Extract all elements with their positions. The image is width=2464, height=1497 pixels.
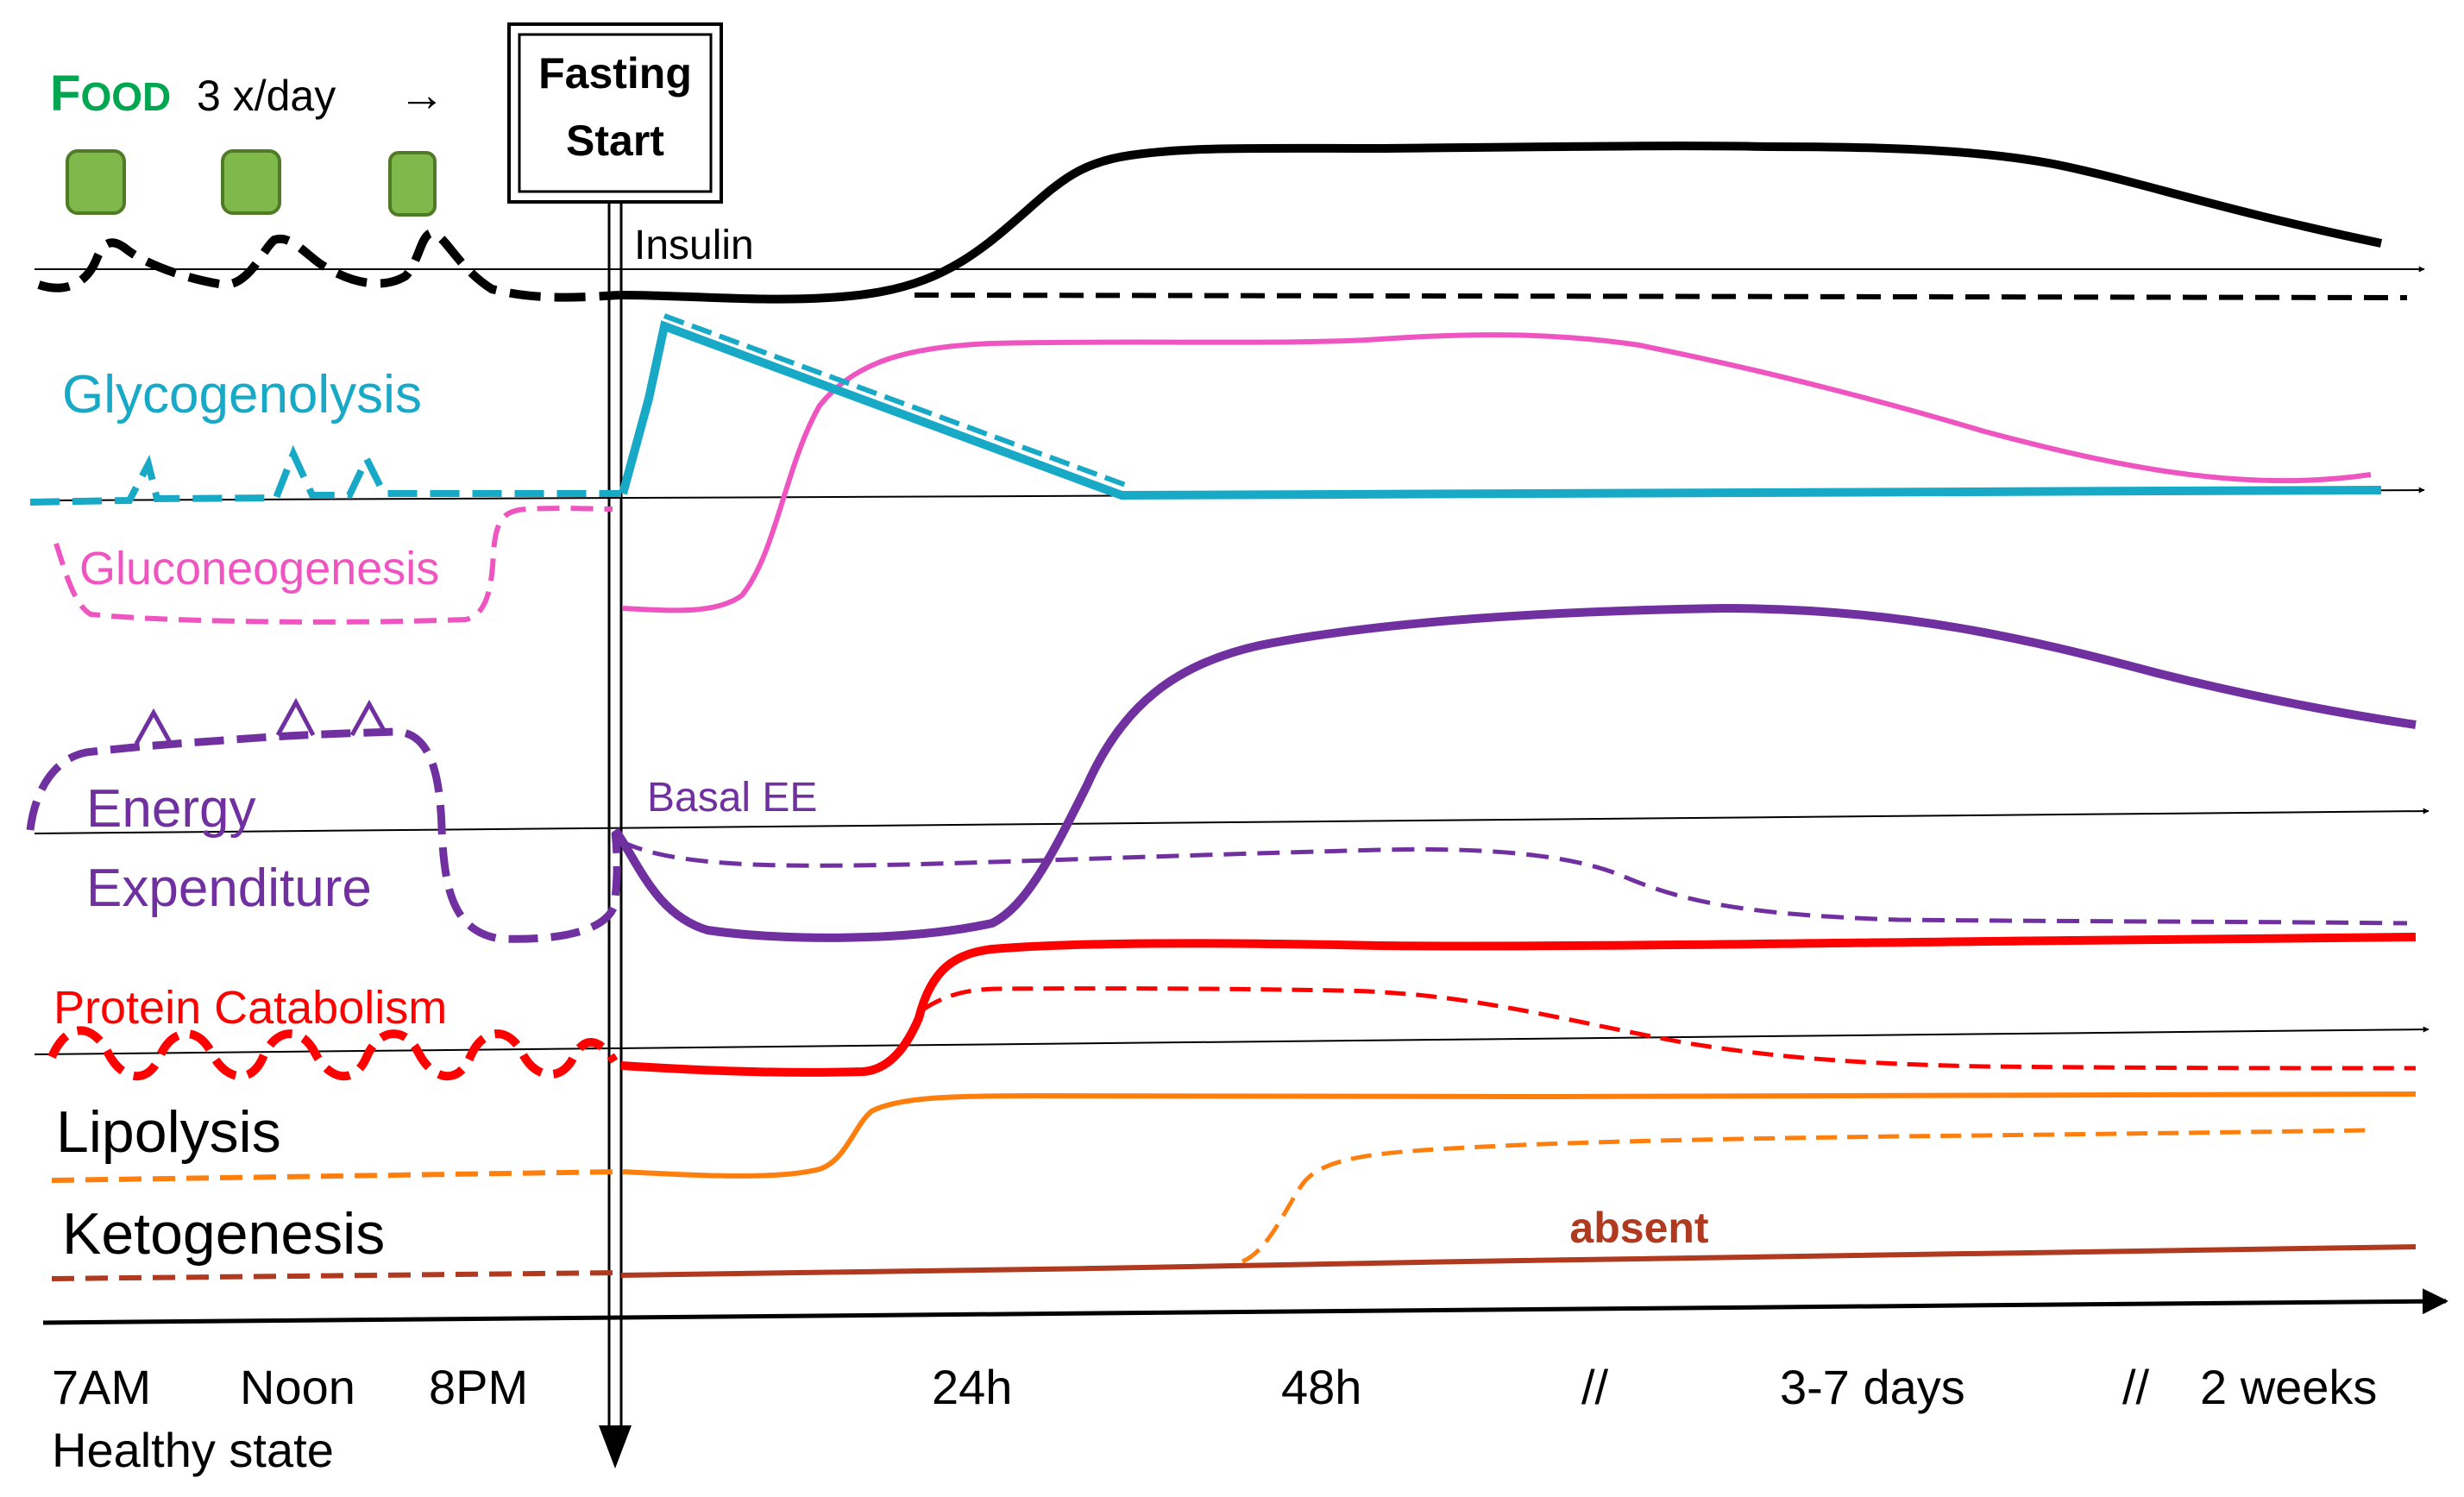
tick-24h: 24h <box>932 1360 1012 1414</box>
basal-ee-label: Basal EE <box>647 775 817 821</box>
insulin-fasting-dashed <box>914 292 2408 300</box>
food-label: FOOD <box>50 66 171 122</box>
ketogenesis-fasting-solid <box>620 1244 2417 1278</box>
energy-label-line2: Expenditure <box>86 859 372 918</box>
energy-basal-dashed <box>619 839 2408 926</box>
food-header: FOOD 3 x/day → <box>50 66 445 217</box>
protein-catabolism-label: Protein Catabolism <box>53 982 447 1034</box>
protein-fasting-solid <box>620 933 2417 1077</box>
fasting-start-marker: Fasting Start <box>507 22 723 1469</box>
protein-fasting-dashed <box>921 986 2417 1071</box>
meal-lunch-icon <box>221 149 281 215</box>
tick-8pm: 8PM <box>429 1360 528 1414</box>
lipolysis-fasting-solid <box>622 1091 2417 1179</box>
insulin-fed-dashed <box>37 228 620 302</box>
insulin-series <box>37 142 2408 304</box>
meal-breakfast-icon <box>66 149 126 215</box>
healthy-state-label: Healthy state <box>52 1423 334 1477</box>
ketogenesis-series <box>51 1244 2417 1281</box>
meal-dinner-icon <box>388 151 437 217</box>
fasting-start-box-outer <box>507 22 723 204</box>
gluconeogenesis-fed-dashed <box>53 506 613 625</box>
gluconeogenesis-series <box>53 332 2372 625</box>
fasting-start-box-inner <box>518 33 713 193</box>
glycogenolysis-label: Glycogenolysis <box>62 365 422 425</box>
lipolysis-fasting-dashed <box>1241 1128 2369 1264</box>
protein-catabolism-series <box>47 933 2417 1081</box>
fasting-arrowhead-icon <box>599 1425 632 1469</box>
energy-meal-spikes <box>134 697 389 745</box>
gluconeogenesis-fasting-solid <box>622 332 2372 613</box>
energy-label-line1: Energy <box>86 779 255 839</box>
time-axis-labels: 7AM Noon 8PM 24h 48h // 3-7 days // 2 we… <box>52 1360 2377 1477</box>
tick-7am: 7AM <box>52 1360 151 1414</box>
ketogenesis-fed-dashed <box>51 1270 620 1281</box>
axis-break-1: // <box>1581 1360 1609 1414</box>
time-axis <box>42 1288 2448 1325</box>
axis-break-2: // <box>2122 1360 2150 1414</box>
lipolysis-label: Lipolysis <box>56 1099 281 1165</box>
absent-label: absent <box>1569 1204 1709 1252</box>
protein-baseline <box>34 1026 2429 1055</box>
tick-3-7-days: 3-7 days <box>1780 1360 1965 1414</box>
tick-48h: 48h <box>1281 1360 1361 1414</box>
glycogenolysis-fed-dashed <box>29 444 621 506</box>
energy-fasting-solid <box>611 603 2417 942</box>
fasting-start-line2: Start <box>566 116 664 165</box>
tick-2-weeks: 2 weeks <box>2200 1360 2377 1414</box>
right-arrow-icon: → <box>399 69 445 121</box>
ketogenesis-label: Ketogenesis <box>62 1201 385 1267</box>
glycogenolysis-fasting-dashed <box>663 313 1132 489</box>
energy-baseline <box>34 808 2429 834</box>
insulin-fasting-solid <box>619 142 2383 304</box>
glycogenolysis-fasting-solid <box>619 320 2382 500</box>
food-frequency: 3 x/day <box>197 72 336 120</box>
energy-expenditure-series <box>26 603 2417 943</box>
gluconeogenesis-label: Gluconeogenesis <box>79 543 439 594</box>
lipolysis-series <box>51 1091 2417 1264</box>
fasting-start-line1: Fasting <box>538 49 692 97</box>
tick-noon: Noon <box>240 1360 355 1414</box>
insulin-label: Insulin <box>634 223 754 268</box>
lipolysis-fed-dashed <box>51 1169 620 1183</box>
energy-fed-dashed <box>26 727 621 943</box>
glycogenolysis-series <box>29 313 2382 506</box>
protein-fed-wave-dashed <box>47 1026 619 1081</box>
